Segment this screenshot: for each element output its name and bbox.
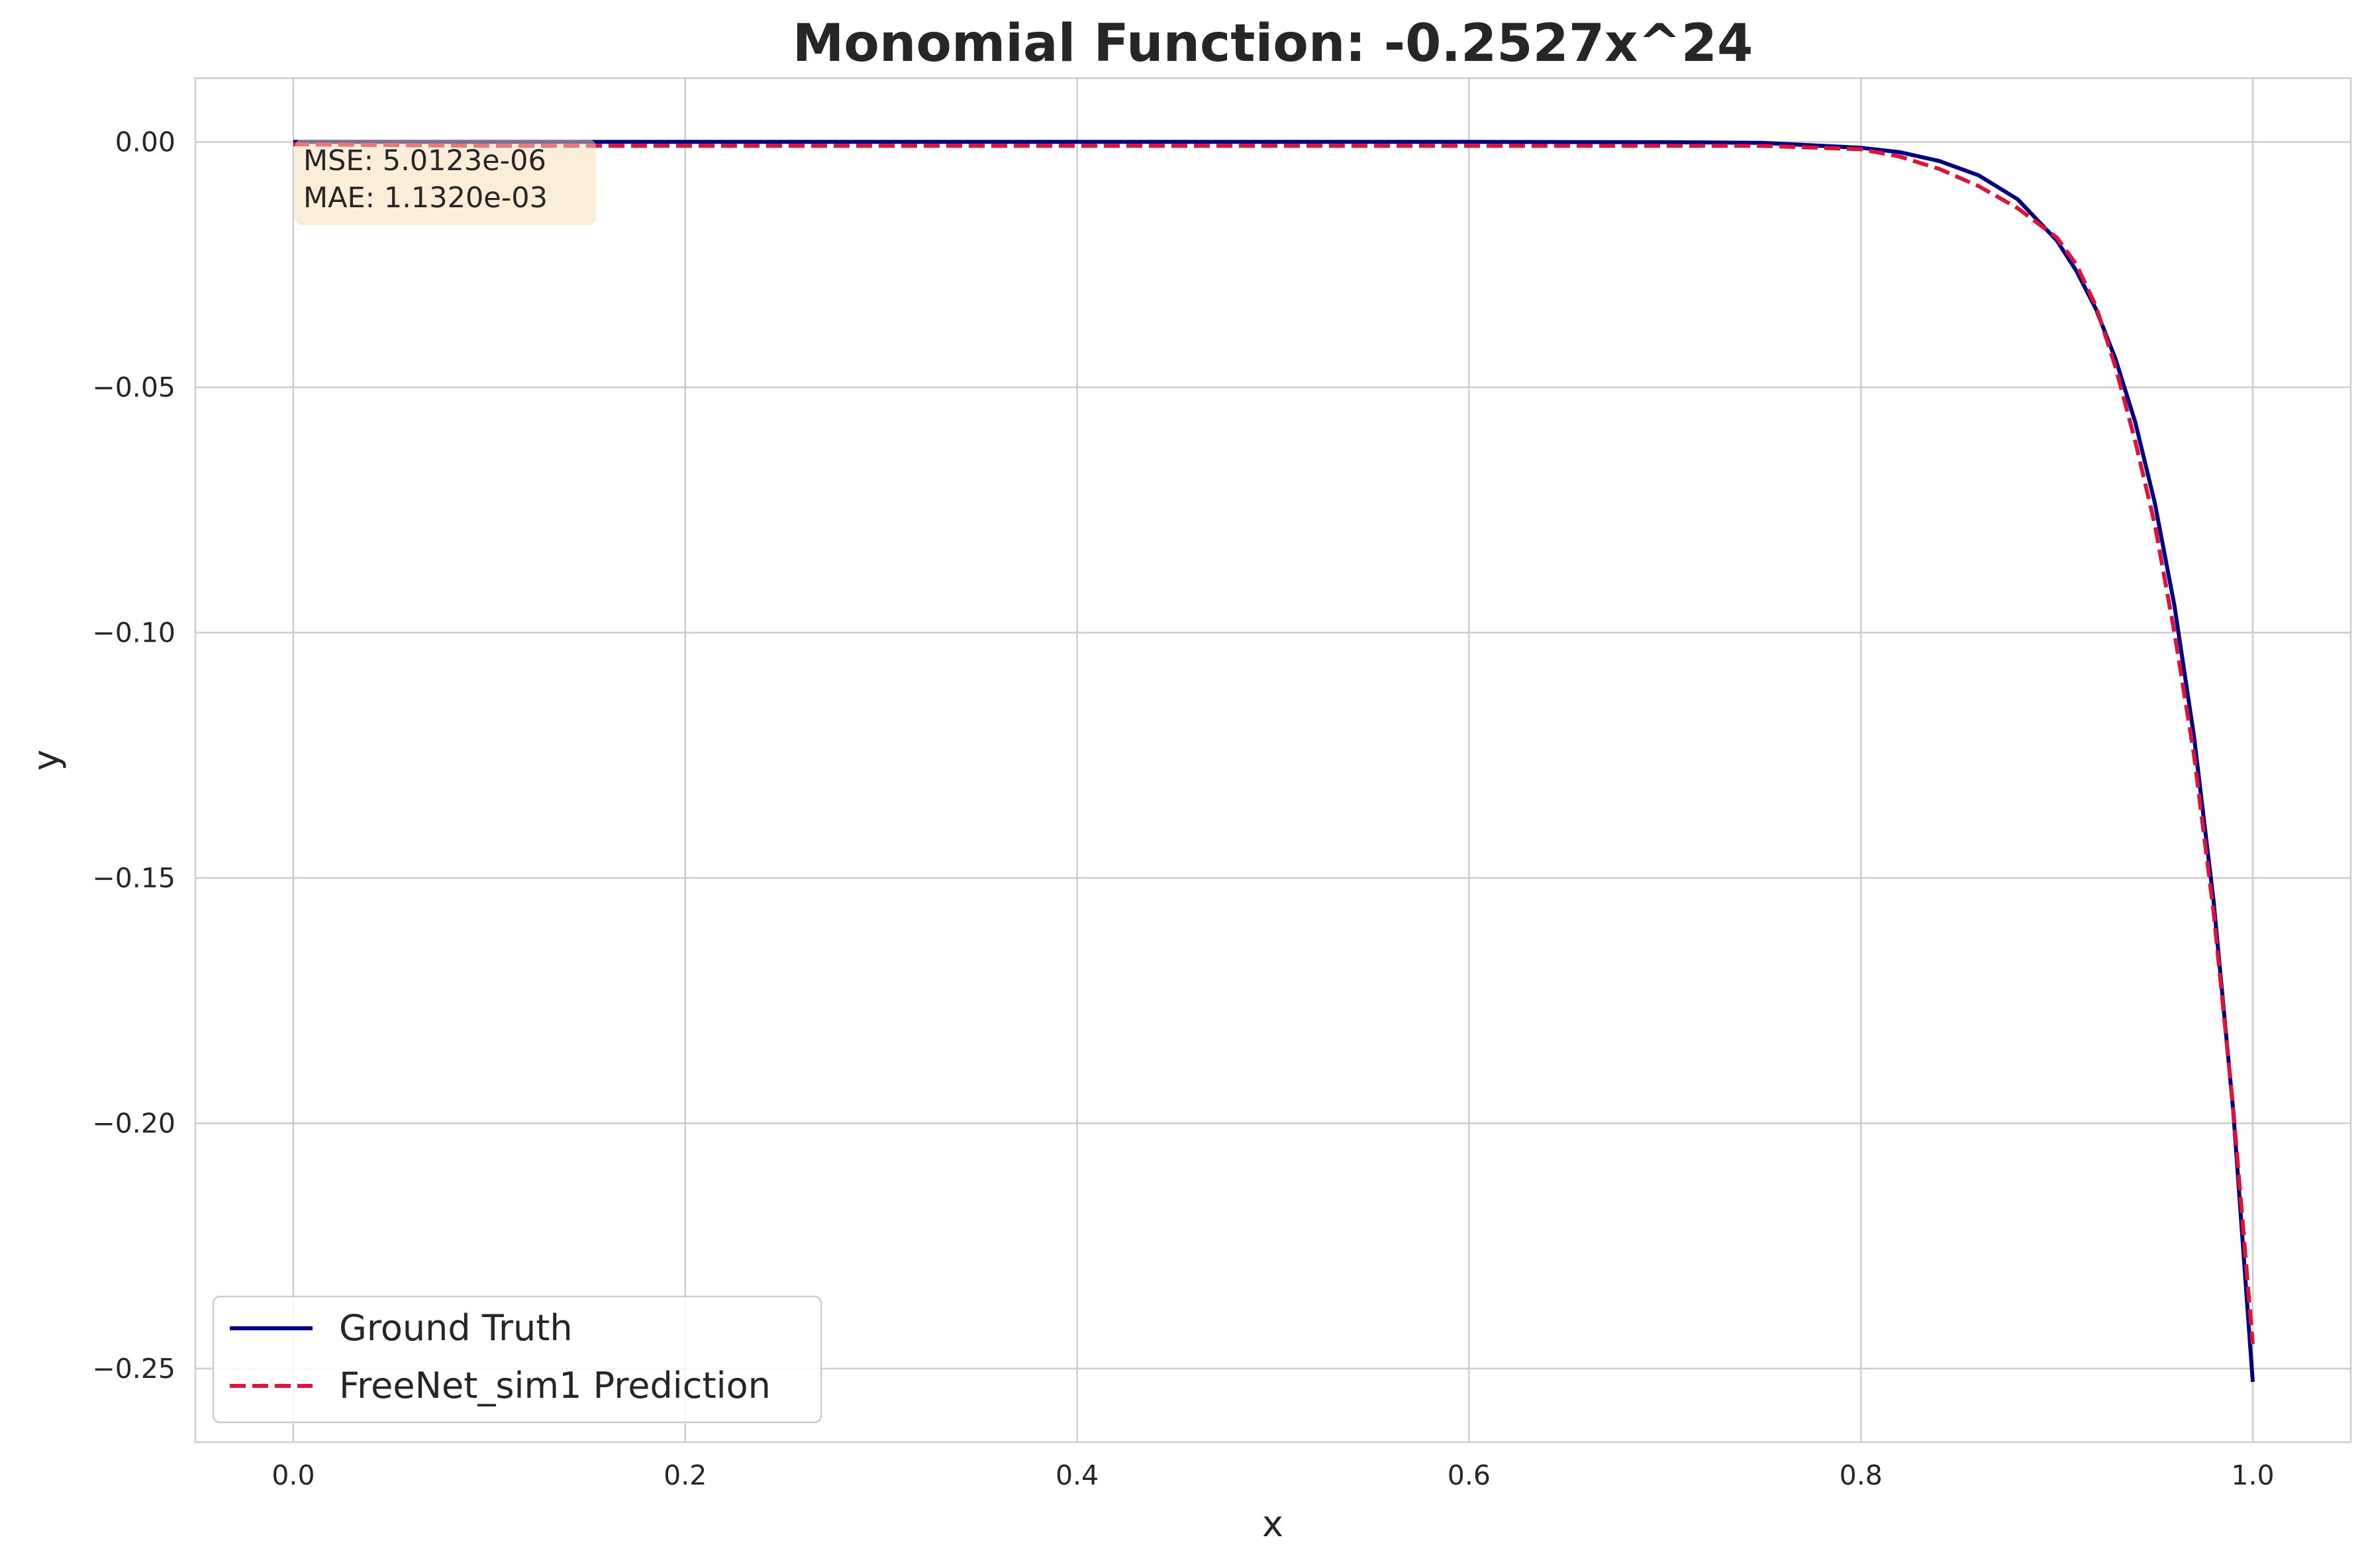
stats-box: MSE: 5.0123e-06 MAE: 1.1320e-03: [295, 139, 596, 225]
x-axis-label: x: [1262, 1503, 1283, 1545]
legend-label-ground-truth: Ground Truth: [339, 1307, 573, 1349]
chart-title: Monomial Function: -0.2527x^24: [793, 14, 1753, 74]
x-tick-label: 1.0: [2231, 1459, 2274, 1491]
y-tick-labels: 0.00 −0.05 −0.10 −0.15 −0.20 −0.25: [92, 126, 175, 1385]
x-tick-label: 0.8: [1840, 1459, 1883, 1491]
stats-box-background: [295, 139, 596, 225]
stats-mae: MAE: 1.1320e-03: [303, 181, 548, 215]
y-axis-label: y: [25, 750, 67, 771]
grid: [195, 78, 2351, 1442]
y-tick-label: −0.05: [92, 371, 175, 403]
legend-box: [212, 1295, 822, 1424]
legend-label-prediction: FreeNet_sim1 Prediction: [339, 1365, 771, 1406]
plot-frame: [194, 77, 2352, 1444]
y-tick-label: −0.10: [92, 616, 175, 648]
x-tick-label: 0.2: [664, 1459, 707, 1491]
stats-mse: MSE: 5.0123e-06: [303, 144, 546, 177]
x-tick-labels: 0.0 0.2 0.4 0.6 0.8 1.0: [271, 1459, 2274, 1491]
y-tick-label: 0.00: [115, 126, 175, 158]
x-tick-label: 0.4: [1056, 1459, 1099, 1491]
series-layer: [293, 140, 2255, 1383]
x-tick-label: 0.6: [1448, 1459, 1491, 1491]
legend: Ground Truth FreeNet_sim1 Prediction: [212, 1295, 822, 1424]
series-line-prediction: [293, 142, 2255, 1345]
series-line-ground-truth: [293, 140, 2255, 1383]
y-tick-label: −0.20: [92, 1107, 175, 1139]
y-tick-label: −0.15: [92, 862, 175, 894]
x-tick-label: 0.0: [271, 1459, 315, 1491]
y-tick-label: −0.25: [92, 1353, 175, 1385]
